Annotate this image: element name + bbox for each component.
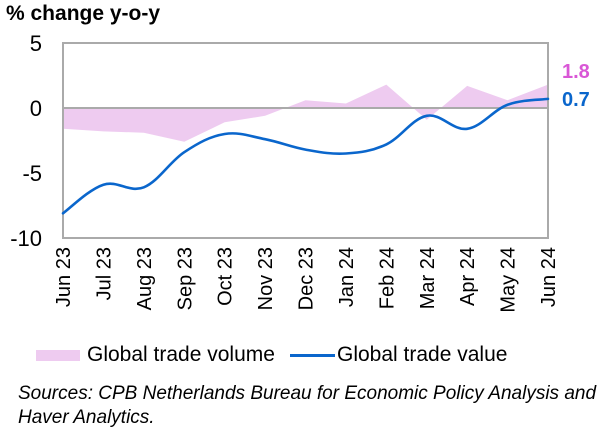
x-tick-label: Nov 23 <box>255 247 277 310</box>
legend-label-volume: Global trade volume <box>87 343 275 366</box>
x-tick-label: Jun 24 <box>538 247 560 307</box>
legend: Global trade volume Global trade value <box>0 343 602 373</box>
y-tick-label: -10 <box>10 226 42 251</box>
x-tick-label: Apr 24 <box>457 247 479 306</box>
legend-label-value: Global trade value <box>337 343 508 366</box>
y-tick-label: 0 <box>30 96 42 121</box>
legend-swatch-volume <box>36 349 80 361</box>
chart-plot: 5 0 -5 -10 Jun 23 Jul 23 Aug 23 Sep 23 Oct 23 No… <box>10 31 590 313</box>
x-tick-label: Jun 23 <box>53 247 75 307</box>
legend-item-volume: Global trade volume <box>36 343 275 367</box>
source-note: Sources: CPB Netherlands Bureau for Econ… <box>18 383 597 428</box>
legend-swatch-value <box>290 353 335 357</box>
series-area-volume <box>63 84 548 142</box>
end-label-value: 0.7 <box>562 89 590 111</box>
series-line-value <box>61 97 550 215</box>
x-tick-label: Mar 24 <box>417 247 439 309</box>
end-label-volume: 1.8 <box>562 61 590 83</box>
x-tick-label: May 24 <box>498 247 520 313</box>
x-tick-label: Jul 23 <box>93 247 115 300</box>
plot-frame <box>62 42 549 239</box>
legend-item-value: Global trade value <box>290 343 507 367</box>
y-tick-label: 5 <box>30 31 42 56</box>
x-tick-label: Jan 24 <box>336 247 358 307</box>
x-tick-label: Feb 24 <box>376 247 398 309</box>
y-tick-label: -5 <box>22 161 42 186</box>
x-tick-label: Aug 23 <box>134 247 156 310</box>
x-tick-label: Dec 23 <box>296 247 318 310</box>
x-tick-label: Oct 23 <box>215 247 237 306</box>
y-axis-title: % change y-o-y <box>6 2 161 25</box>
x-tick-label: Sep 23 <box>174 247 196 310</box>
